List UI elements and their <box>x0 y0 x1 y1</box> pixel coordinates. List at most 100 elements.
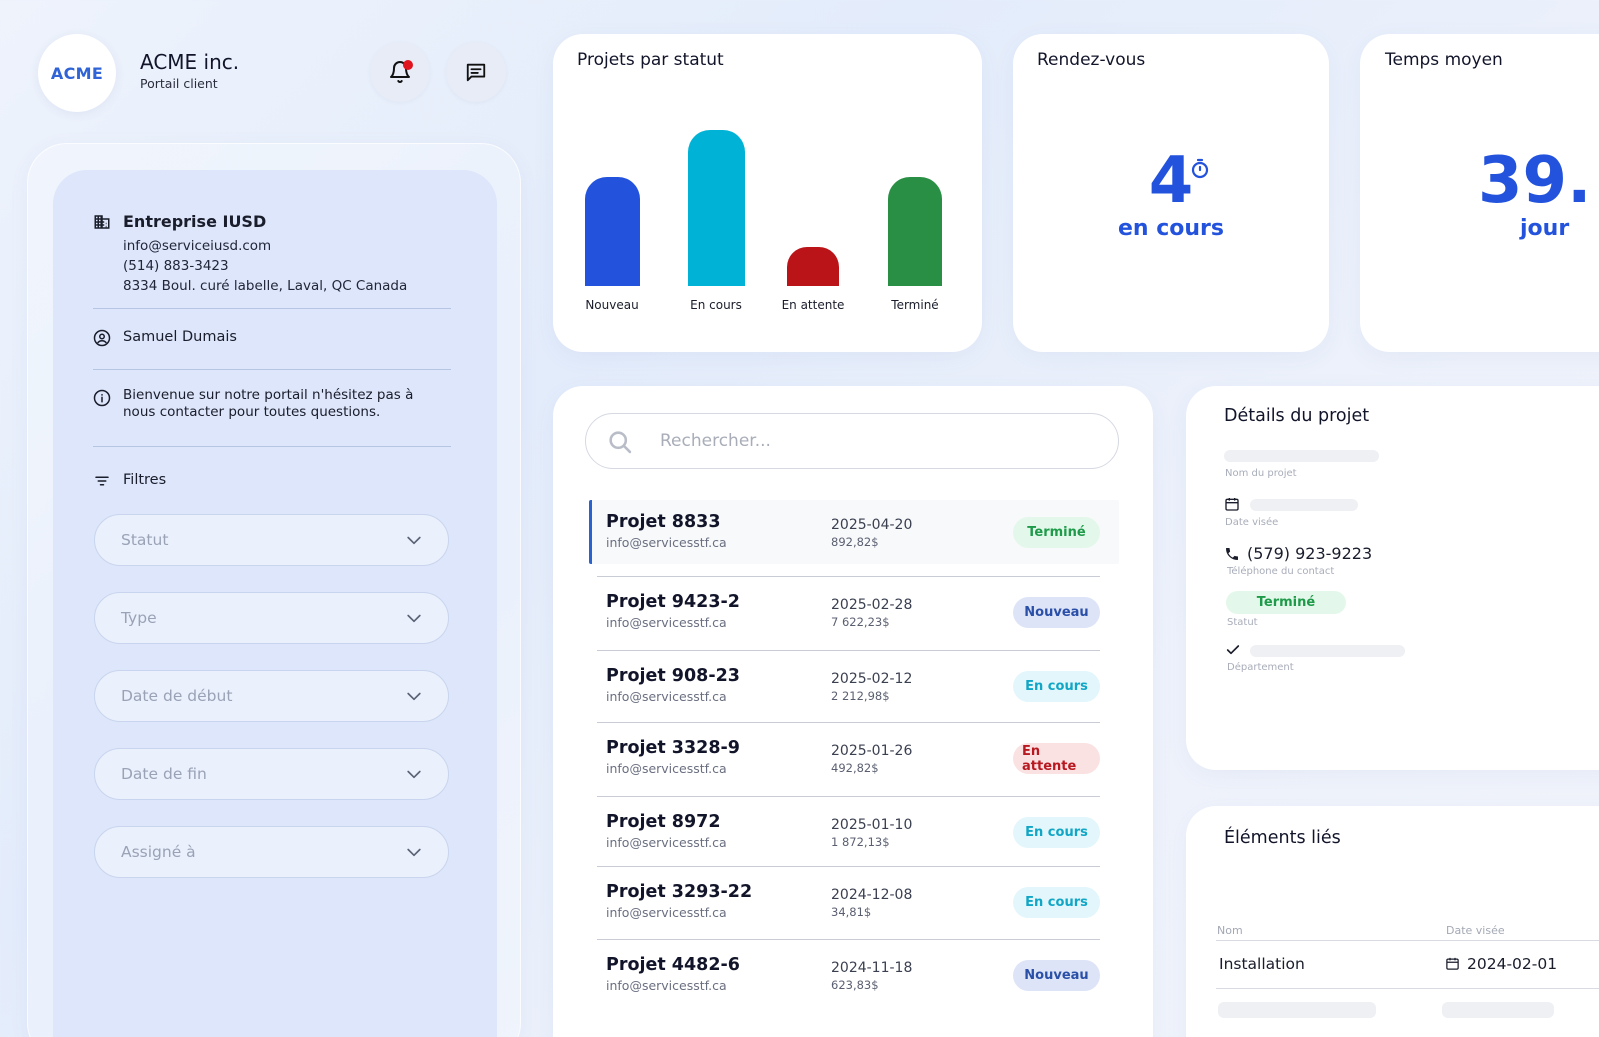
status-badge: En attente <box>1013 743 1100 774</box>
column-header-date[interactable]: Date visée <box>1446 924 1505 937</box>
appointments-card: Rendez-vous 4 en cours <box>1013 34 1329 352</box>
notifications-button[interactable] <box>370 42 430 102</box>
related-item-placeholder <box>1218 1002 1376 1018</box>
project-email: info@servicesstf.ca <box>606 535 727 550</box>
contact-phone[interactable]: (579) 923-9223 <box>1247 544 1373 563</box>
status-badge: Terminé <box>1013 517 1100 548</box>
date-placeholder <box>1250 499 1358 511</box>
check-icon <box>1225 642 1241 658</box>
project-row[interactable]: Projet 3293-22 info@servicesstf.ca 2024-12… <box>589 870 1119 934</box>
filter-assignee-select[interactable]: Assigné à <box>94 826 449 878</box>
project-name[interactable]: Projet 9423-2 <box>606 592 740 612</box>
chart-bar[interactable] <box>687 129 745 286</box>
user-info: Samuel Dumais <box>93 329 237 347</box>
details-title: Détails du projet <box>1224 406 1370 426</box>
status-badge: En cours <box>1013 887 1100 918</box>
project-name[interactable]: Projet 3328-9 <box>606 738 740 758</box>
project-name[interactable]: Projet 8972 <box>606 812 721 832</box>
welcome-line-2: nous contacter pour toutes questions. <box>123 404 381 420</box>
filter-type-select[interactable]: Type <box>94 592 449 644</box>
status-badge: Nouveau <box>1013 960 1100 991</box>
filter-end-date-select[interactable]: Date de fin <box>94 748 449 800</box>
messages-button[interactable] <box>446 42 506 102</box>
appointments-count: 4 <box>1148 144 1194 218</box>
calendar-icon <box>1224 496 1240 512</box>
chart-bar[interactable] <box>888 177 942 286</box>
average-time-value: 39. <box>1478 144 1592 218</box>
building-icon <box>93 213 111 231</box>
company-name-label: Entreprise IUSD <box>123 212 267 231</box>
divider <box>93 369 451 370</box>
project-date: 2024-12-08 <box>831 887 913 903</box>
row-divider <box>597 650 1100 651</box>
related-item-placeholder <box>1442 1002 1554 1018</box>
column-header-name[interactable]: Nom <box>1217 924 1243 937</box>
project-date: 2024-11-18 <box>831 960 913 976</box>
status-badge: Nouveau <box>1013 597 1100 628</box>
project-date: 2025-02-28 <box>831 597 913 613</box>
company-email[interactable]: info@serviceiusd.com <box>123 238 272 254</box>
select-placeholder: Date de début <box>121 687 233 705</box>
logo-text: ACME <box>50 63 104 83</box>
project-email: info@servicesstf.ca <box>606 689 727 704</box>
select-placeholder: Date de fin <box>121 765 207 783</box>
row-divider <box>597 796 1100 797</box>
appointments-title: Rendez-vous <box>1037 50 1146 70</box>
project-name[interactable]: Projet 3293-22 <box>606 882 753 902</box>
chart-bar[interactable] <box>787 247 839 286</box>
status-chart-title: Projets par statut <box>577 50 724 70</box>
row-divider <box>597 866 1100 867</box>
divider <box>93 308 451 309</box>
select-placeholder: Statut <box>121 531 169 549</box>
average-time-unit: jour <box>1520 216 1570 241</box>
phone-icon <box>1224 546 1240 562</box>
row-divider <box>597 576 1100 577</box>
related-items-card: Éléments liés Nom Date visée Installatio… <box>1186 806 1599 1037</box>
divider <box>93 446 451 447</box>
project-row[interactable]: Projet 4482-6 info@servicesstf.ca 2024-11-… <box>589 943 1119 1007</box>
project-amount: 623,83$ <box>831 978 879 992</box>
status-label: Statut <box>1227 617 1258 628</box>
search-box[interactable] <box>585 413 1119 469</box>
chart-category-label: Nouveau <box>585 298 639 312</box>
project-row[interactable]: Projet 3328-9 info@servicesstf.ca 2025-01-… <box>589 726 1119 790</box>
project-name[interactable]: Projet 4482-6 <box>606 955 740 975</box>
project-list-card <box>553 386 1153 1037</box>
date-label: Date visée <box>1225 517 1279 528</box>
project-date: 2025-04-20 <box>831 517 913 533</box>
company-phone[interactable]: (514) 883-3423 <box>123 258 229 274</box>
chevron-down-icon <box>404 686 424 706</box>
filter-start-date-select[interactable]: Date de début <box>94 670 449 722</box>
company-info: Entreprise IUSD info@serviceiusd.com (51… <box>93 212 407 296</box>
project-row[interactable]: Projet 9423-2 info@servicesstf.ca 2025-02-… <box>589 580 1119 644</box>
row-divider <box>597 939 1100 940</box>
average-time-card: Temps moyen 39. jour <box>1360 34 1599 352</box>
project-details-card: Détails du projet Nom du projet Date vis… <box>1186 386 1599 770</box>
search-input[interactable] <box>660 424 1100 458</box>
project-row[interactable]: Projet 908-23 info@servicesstf.ca 2025-02-… <box>589 654 1119 718</box>
related-title: Éléments liés <box>1224 828 1341 848</box>
message-icon <box>465 61 487 83</box>
filter-status-select[interactable]: Statut <box>94 514 449 566</box>
notification-dot <box>403 60 413 70</box>
chevron-down-icon <box>404 842 424 862</box>
project-name-label: Nom du projet <box>1225 468 1297 479</box>
chart-bar[interactable] <box>584 177 640 286</box>
chart-category-label: En cours <box>690 298 742 312</box>
project-row[interactable]: Projet 8833 info@servicesstf.ca 2025-04-20… <box>589 500 1119 564</box>
project-name[interactable]: Projet 8833 <box>606 512 721 532</box>
filters-label: Filtres <box>123 472 167 488</box>
average-time-title: Temps moyen <box>1385 50 1503 70</box>
project-row[interactable]: Projet 8972 info@servicesstf.ca 2025-01-10… <box>589 800 1119 864</box>
status-chart-card: Projets par statut Nouveau En cours En att… <box>553 34 982 352</box>
project-email: info@servicesstf.ca <box>606 978 727 993</box>
project-date: 2025-01-26 <box>831 743 913 759</box>
chart-category-label: Terminé <box>891 298 939 312</box>
select-placeholder: Type <box>121 609 157 627</box>
appointments-label: en cours <box>1117 216 1224 241</box>
project-amount: 34,81$ <box>831 905 872 919</box>
status-badge: En cours <box>1013 671 1100 702</box>
project-name[interactable]: Projet 908-23 <box>606 666 740 686</box>
company-logo[interactable]: ACME <box>38 34 116 112</box>
related-item-name[interactable]: Installation <box>1219 955 1305 973</box>
